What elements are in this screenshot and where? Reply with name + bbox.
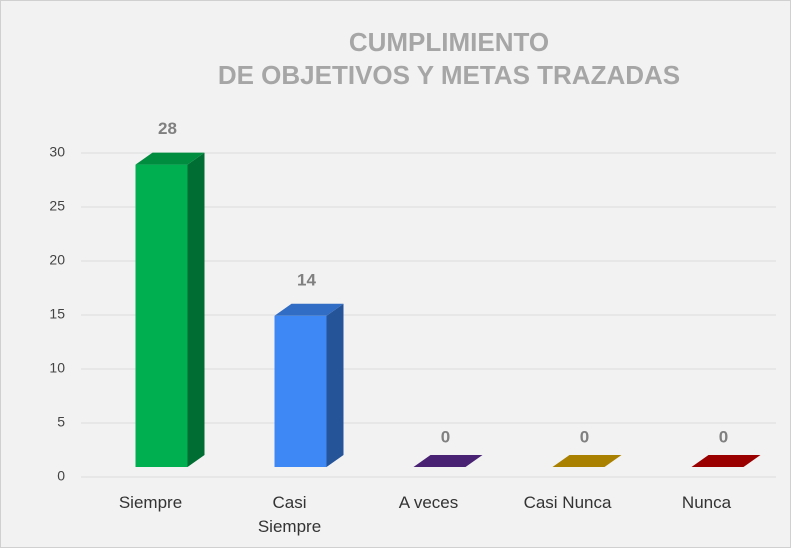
bar-front <box>274 315 327 467</box>
bar-side <box>326 303 344 467</box>
y-tick-label: 20 <box>49 252 65 268</box>
x-tick-label: Casi Siempre <box>257 493 322 536</box>
y-tick-label: 0 <box>57 468 65 484</box>
x-tick-label: Siempre <box>118 493 183 512</box>
bar-top <box>135 152 205 165</box>
bar-top <box>552 455 622 467</box>
bar-top <box>413 455 483 467</box>
bar-front <box>135 164 188 467</box>
data-label: 14 <box>297 270 316 289</box>
y-tick-label: 30 <box>49 144 65 160</box>
x-tick-label: A veces <box>398 493 459 512</box>
y-tick-label: 5 <box>57 414 65 430</box>
bar-top <box>691 455 761 467</box>
x-tick-label: Nunca <box>681 493 732 512</box>
y-tick-label: 15 <box>49 306 65 322</box>
data-label: 28 <box>158 119 177 138</box>
y-tick-label: 25 <box>49 198 65 214</box>
x-tick-label: Casi Nunca <box>523 493 612 512</box>
data-label: 0 <box>580 427 589 446</box>
bar-top <box>274 303 344 316</box>
chart-title: DE OBJETIVOS Y METAS TRAZADAS <box>218 60 680 90</box>
bar-side <box>187 152 205 467</box>
data-label: 0 <box>441 427 450 446</box>
data-label: 0 <box>719 427 728 446</box>
y-tick-label: 10 <box>49 360 65 376</box>
chart-title: CUMPLIMIENTO <box>349 27 549 57</box>
